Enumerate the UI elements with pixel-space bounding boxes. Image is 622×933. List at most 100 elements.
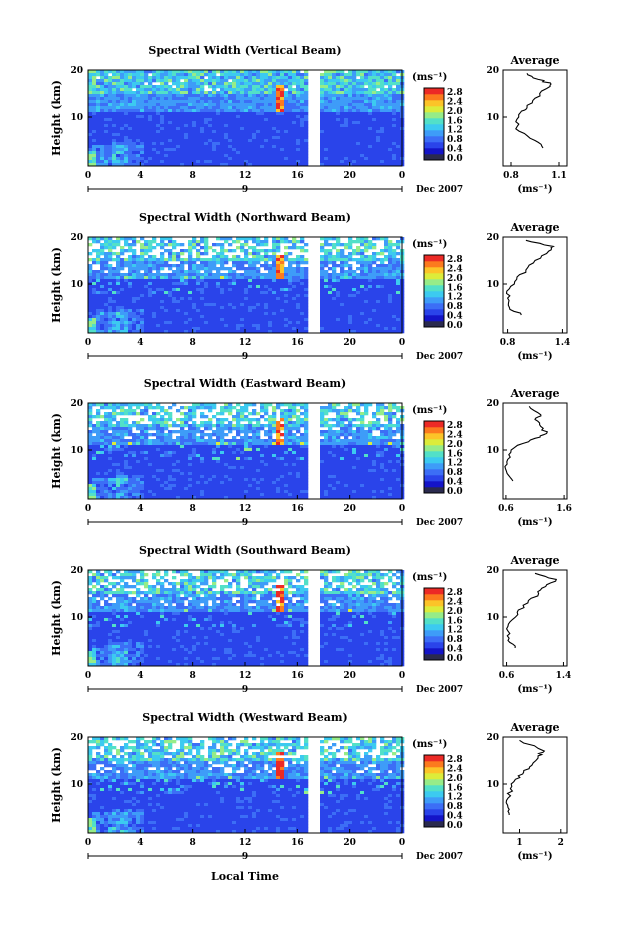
- heatmap-cell: [124, 133, 128, 136]
- heatmap-cell: [324, 157, 328, 160]
- heatmap-cell: [300, 124, 304, 127]
- heatmap-cell: [372, 267, 376, 270]
- heatmap-cell: [132, 112, 136, 115]
- heatmap-cell: [296, 282, 300, 285]
- heatmap-cell: [364, 246, 368, 249]
- heatmap-cell: [224, 249, 228, 252]
- heatmap-cell: [300, 100, 304, 103]
- heatmap-cell: [372, 303, 376, 306]
- heatmap-cell: [184, 121, 188, 124]
- date-label: Dec 2007: [416, 352, 463, 362]
- heatmap-cell: [328, 406, 332, 409]
- heatmap-cell: [136, 91, 140, 94]
- heatmap-cell: [340, 148, 344, 151]
- heatmap-cell: [216, 130, 220, 133]
- heatmap-cell: [332, 112, 336, 115]
- heatmap-cell: [264, 130, 268, 133]
- heatmap-cell: [112, 415, 116, 418]
- heatmap-cell: [168, 285, 172, 288]
- heatmap-cell: [260, 151, 264, 154]
- heatmap-cell: [320, 261, 324, 264]
- heatmap-cell: [292, 261, 296, 264]
- heatmap-cell: [336, 160, 340, 163]
- heatmap-cell: [136, 124, 140, 127]
- profile-title: Average: [509, 54, 559, 67]
- heatmap-cell: [100, 321, 104, 324]
- heatmap-cell: [216, 127, 220, 130]
- heatmap-cell: [332, 285, 336, 288]
- heatmap-cell: [88, 415, 92, 418]
- heatmap-cell: [352, 303, 356, 306]
- heatmap-cell: [168, 136, 172, 139]
- heatmap-cell: [220, 154, 224, 157]
- heatmap-cell: [360, 139, 364, 142]
- heatmap-cell: [388, 109, 392, 112]
- heatmap-cell: [288, 246, 292, 249]
- heatmap-cell: [364, 318, 368, 321]
- heatmap-cell: [184, 309, 188, 312]
- heatmap-cell: [376, 115, 380, 118]
- heatmap-cell: [292, 321, 296, 324]
- heatmap-cell: [184, 279, 188, 282]
- heatmap-cell: [240, 309, 244, 312]
- heatmap-cell: [148, 327, 152, 330]
- heatmap-cell: [212, 276, 216, 279]
- heatmap-cell: [288, 115, 292, 118]
- heatmap-cell: [332, 154, 336, 157]
- panel-title: Spectral Width (Vertical Beam): [148, 44, 341, 57]
- heatmap-cell: [256, 112, 260, 115]
- heatmap-cell: [108, 273, 112, 276]
- heatmap-cell: [340, 82, 344, 85]
- heatmap-cell: [264, 258, 268, 261]
- heatmap-cell: [176, 139, 180, 142]
- heatmap-cell: [276, 294, 280, 297]
- heatmap-cell: [288, 100, 292, 103]
- heatmap-cell: [144, 85, 148, 88]
- heatmap-cell: [284, 315, 288, 318]
- heatmap-cell: [132, 288, 136, 291]
- heatmap-cell: [252, 115, 256, 118]
- heatmap-cell: [264, 249, 268, 252]
- heatmap-cell: [304, 267, 308, 270]
- heatmap-cell: [256, 91, 260, 94]
- heatmap-cell: [220, 82, 224, 85]
- heatmap-cell: [96, 412, 100, 415]
- y-tick-label: 20: [70, 233, 83, 243]
- heatmap-cell: [220, 118, 224, 121]
- heatmap-cell: [148, 145, 152, 148]
- heatmap-cell: [232, 100, 236, 103]
- heatmap-cell: [328, 94, 332, 97]
- heatmap-cell: [196, 73, 200, 76]
- heatmap-cell: [196, 97, 200, 100]
- heatmap-cell: [152, 103, 156, 106]
- heatmap-cell: [332, 100, 336, 103]
- heatmap-cell: [304, 406, 308, 409]
- heatmap-cell: [132, 276, 136, 279]
- heatmap-cell: [220, 145, 224, 148]
- heatmap-cell: [348, 79, 352, 82]
- heatmap-cell: [280, 261, 284, 264]
- heatmap-cell: [272, 121, 276, 124]
- heatmap-cell: [156, 151, 160, 154]
- heatmap-cell: [184, 249, 188, 252]
- heatmap-cell: [132, 103, 136, 106]
- heatmap-cell: [152, 303, 156, 306]
- heatmap-cell: [192, 112, 196, 115]
- heatmap-cell: [300, 246, 304, 249]
- heatmap-cell: [180, 106, 184, 109]
- heatmap-cell: [196, 79, 200, 82]
- heatmap-cell: [184, 160, 188, 163]
- profile-frame: [503, 70, 567, 166]
- heatmap-cell: [192, 115, 196, 118]
- heatmap-cell: [352, 109, 356, 112]
- heatmap-cell: [136, 285, 140, 288]
- heatmap-cell: [208, 73, 212, 76]
- heatmap-cell: [352, 145, 356, 148]
- heatmap-cell: [244, 318, 248, 321]
- heatmap-cell: [164, 139, 168, 142]
- heatmap-cell: [188, 133, 192, 136]
- heatmap-cell: [288, 151, 292, 154]
- heatmap-cell: [120, 160, 124, 163]
- heatmap-cell: [136, 115, 140, 118]
- heatmap-cell: [252, 142, 256, 145]
